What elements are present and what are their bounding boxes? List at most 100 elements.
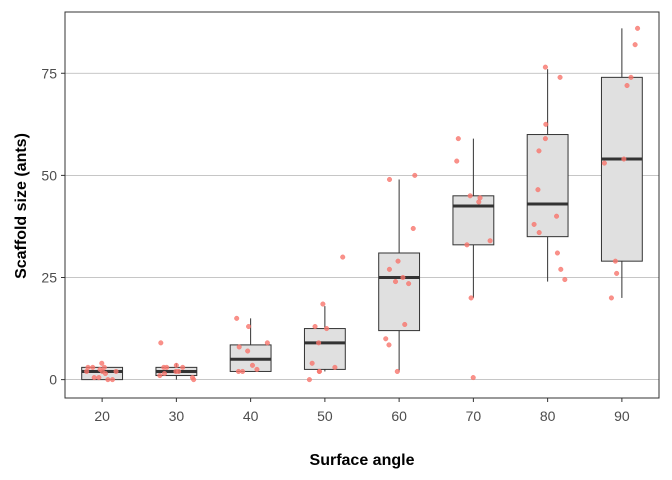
data-point — [386, 266, 392, 272]
data-point — [332, 364, 338, 370]
data-point — [410, 225, 416, 231]
data-point — [249, 362, 255, 368]
data-point — [383, 336, 389, 342]
data-point — [621, 156, 627, 162]
data-point — [464, 242, 470, 248]
data-point — [309, 360, 315, 366]
data-point — [406, 281, 412, 287]
data-point — [470, 375, 476, 381]
data-point — [96, 375, 102, 381]
data-point — [90, 364, 96, 370]
data-point — [340, 254, 346, 260]
data-point — [635, 25, 641, 31]
data-point — [468, 295, 474, 301]
x-axis-title: Surface angle — [310, 452, 415, 469]
data-point — [487, 238, 493, 244]
data-point — [476, 199, 482, 205]
box-90 — [600, 28, 643, 298]
data-point — [320, 301, 326, 307]
box-iqr — [526, 134, 569, 238]
data-point — [628, 74, 634, 80]
data-point — [316, 368, 322, 374]
box-iqr — [452, 195, 495, 246]
data-point — [161, 364, 167, 370]
jitter-points — [84, 25, 641, 383]
data-point — [455, 136, 461, 142]
data-point — [102, 370, 108, 376]
box-40 — [229, 318, 272, 372]
data-point — [312, 324, 318, 330]
data-point — [173, 368, 179, 374]
data-point — [536, 148, 542, 154]
data-point — [254, 366, 260, 372]
box-70 — [452, 138, 495, 298]
x-tick-label: 40 — [243, 408, 259, 424]
data-point — [158, 340, 164, 346]
data-point — [191, 377, 197, 383]
x-tick-label: 70 — [466, 408, 482, 424]
data-point — [535, 187, 541, 193]
data-point — [306, 377, 312, 383]
data-point — [536, 230, 542, 236]
boxes — [81, 28, 643, 381]
data-point — [608, 295, 614, 301]
box-iqr — [600, 76, 643, 262]
data-point — [161, 370, 167, 376]
data-point — [557, 74, 563, 80]
data-point — [105, 377, 111, 383]
data-point — [614, 270, 620, 276]
box-iqr — [378, 252, 421, 332]
data-point — [395, 258, 401, 264]
data-point — [386, 342, 392, 348]
data-point — [157, 373, 163, 379]
data-point — [113, 368, 119, 374]
data-point — [558, 266, 564, 272]
panel-border — [64, 11, 660, 399]
data-point — [554, 213, 560, 219]
data-point — [387, 176, 393, 182]
data-point — [180, 364, 186, 370]
data-point — [531, 221, 537, 227]
data-point — [264, 340, 270, 346]
data-point — [84, 368, 90, 374]
x-tick-label: 30 — [169, 408, 185, 424]
data-point — [454, 158, 460, 164]
y-axis-title: Scaffold size (ants) — [13, 133, 30, 279]
data-point — [99, 360, 105, 366]
y-tick-label: 50 — [41, 167, 57, 183]
data-point — [542, 136, 548, 142]
data-point — [467, 193, 473, 199]
data-point — [393, 279, 399, 285]
y-tick-label: 25 — [41, 270, 57, 286]
data-point — [236, 368, 242, 374]
data-point — [324, 326, 330, 332]
y-tick-label: 0 — [49, 372, 57, 388]
data-point — [316, 340, 322, 346]
x-tick-label: 90 — [614, 408, 630, 424]
x-tick-label: 50 — [317, 408, 333, 424]
data-point — [91, 375, 97, 381]
data-point — [402, 321, 408, 327]
data-point — [234, 315, 240, 321]
box-60 — [378, 179, 421, 372]
x-axis-ticks: 20 30 40 50 60 70 80 90 — [94, 398, 630, 424]
data-point — [562, 277, 568, 283]
data-point — [477, 195, 483, 201]
box-80 — [526, 69, 569, 282]
x-tick-label: 80 — [540, 408, 556, 424]
data-point — [400, 275, 406, 281]
data-point — [612, 258, 618, 264]
data-point — [601, 160, 607, 166]
data-point — [173, 362, 179, 368]
data-point — [632, 42, 638, 48]
data-point — [236, 344, 242, 350]
data-point — [542, 64, 548, 70]
y-tick-label: 75 — [41, 65, 57, 81]
x-tick-label: 60 — [391, 408, 407, 424]
y-axis-ticks: 0 25 50 75 — [41, 65, 65, 388]
data-point — [624, 83, 630, 89]
x-tick-label: 20 — [94, 408, 110, 424]
data-point — [554, 250, 560, 256]
